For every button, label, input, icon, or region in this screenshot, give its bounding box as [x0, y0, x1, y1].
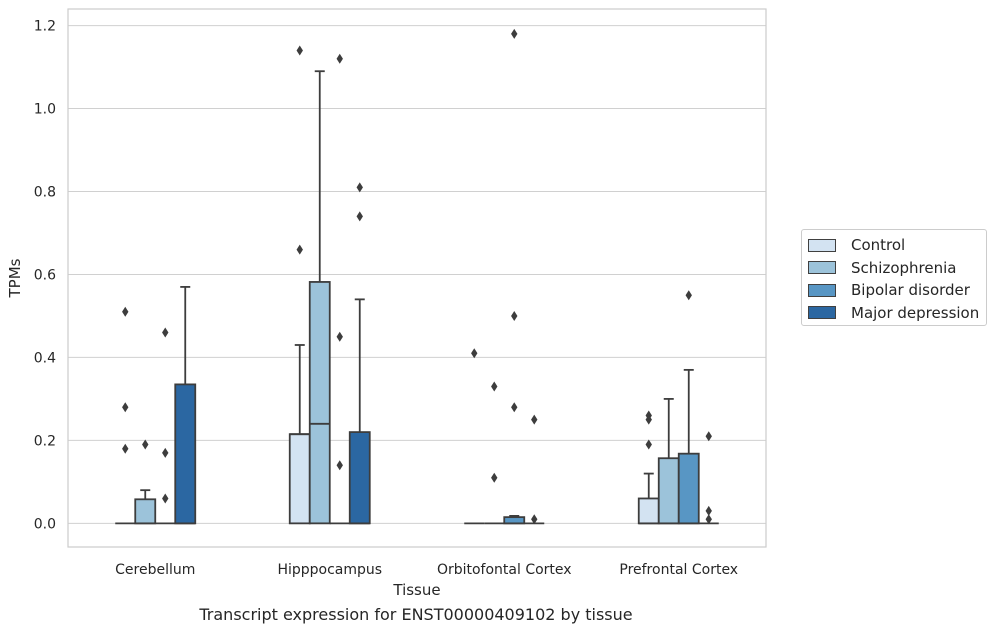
y-axis-label: TPMs: [6, 258, 24, 298]
x-tick-label: Prefrontal Cortex: [619, 562, 738, 578]
outlier-point: [336, 460, 343, 471]
y-tick-labels: 0.0 0.2 0.4 0.6 0.8 1.0 1.2: [34, 19, 56, 533]
outlier-points: [122, 28, 712, 525]
outlier-point: [705, 505, 712, 516]
box-major-depression: [348, 298, 371, 525]
outlier-point: [645, 439, 652, 450]
grid-lines: [68, 25, 766, 524]
outlier-point: [336, 53, 343, 64]
outlier-point: [685, 290, 692, 301]
outlier-point: [296, 45, 303, 56]
y-tick-label: 0.8: [34, 185, 56, 201]
box-body: [637, 497, 660, 525]
y-tick-label: 1.2: [34, 19, 56, 35]
box-series: [115, 70, 719, 525]
legend-label: Major depression: [851, 303, 980, 322]
chart-caption: Transcript expression for ENST0000040910…: [199, 605, 633, 624]
outlier-point: [122, 306, 129, 317]
box-schizophrenia: [134, 489, 157, 525]
outlier-point: [162, 327, 169, 338]
box-body: [134, 498, 157, 525]
outlier-point: [511, 28, 518, 39]
legend-swatch: [808, 306, 836, 319]
outlier-point: [471, 348, 478, 359]
outlier-point: [336, 331, 343, 342]
box-control: [637, 472, 660, 525]
legend: Control Schizophrenia Bipolar disorder Majo…: [801, 229, 987, 326]
x-axis-label: Tissue: [392, 581, 440, 599]
box-control: [288, 344, 311, 525]
outlier-point: [356, 211, 363, 222]
box-schizophrenia: [657, 398, 680, 525]
outlier-point: [162, 447, 169, 458]
outlier-point: [531, 514, 538, 525]
box-major-depression: [174, 286, 197, 525]
legend-item: Control: [808, 234, 905, 256]
y-tick-label: 0.2: [34, 433, 56, 449]
outlier-point: [705, 514, 712, 525]
x-tick-label: Orbitofontal Cortex: [437, 562, 572, 578]
plot-frame: [67, 8, 767, 548]
legend-label: Schizophrenia: [851, 258, 957, 277]
outlier-point: [356, 182, 363, 193]
legend-swatch: [808, 283, 836, 297]
x-tick-label: Hipppocampus: [277, 562, 382, 578]
y-tick-label: 0.0: [34, 516, 56, 532]
legend-item: Schizophrenia: [808, 257, 956, 279]
outlier-point: [491, 472, 498, 483]
legend-item: Major depression: [808, 302, 979, 324]
outlier-point: [511, 310, 518, 321]
box-bipolar-disorder: [677, 368, 700, 525]
y-tick-label: 1.0: [34, 102, 56, 118]
x-tick-label: Cerebellum: [115, 562, 195, 578]
box-body: [503, 516, 526, 525]
outlier-point: [491, 381, 498, 392]
legend-label: Bipolar disorder: [851, 281, 970, 299]
outlier-point: [122, 402, 129, 413]
box-body: [657, 457, 680, 525]
box-body: [348, 431, 371, 525]
box-bipolar-disorder: [503, 514, 526, 525]
y-tick-label: 0.6: [34, 267, 56, 283]
outlier-point: [142, 439, 149, 450]
box-body: [677, 452, 700, 525]
box-body: [308, 281, 331, 525]
outlier-point: [531, 414, 538, 425]
outlier-point: [162, 493, 169, 504]
legend-swatch: [808, 238, 836, 252]
box-body: [288, 433, 311, 525]
legend-swatch: [808, 261, 836, 274]
legend-label: Control: [851, 236, 906, 254]
outlier-point: [511, 402, 518, 413]
x-tick-labels: Cerebellum Hipppocampus Orbitofontal Corte…: [115, 562, 738, 578]
box-schizophrenia: [308, 70, 331, 525]
legend-item: Bipolar disorder: [808, 279, 970, 301]
outlier-point: [705, 431, 712, 442]
outlier-point: [122, 443, 129, 454]
y-tick-label: 0.4: [34, 350, 56, 366]
outlier-point: [645, 414, 652, 425]
outlier-point: [296, 244, 303, 255]
box-body: [174, 383, 197, 525]
